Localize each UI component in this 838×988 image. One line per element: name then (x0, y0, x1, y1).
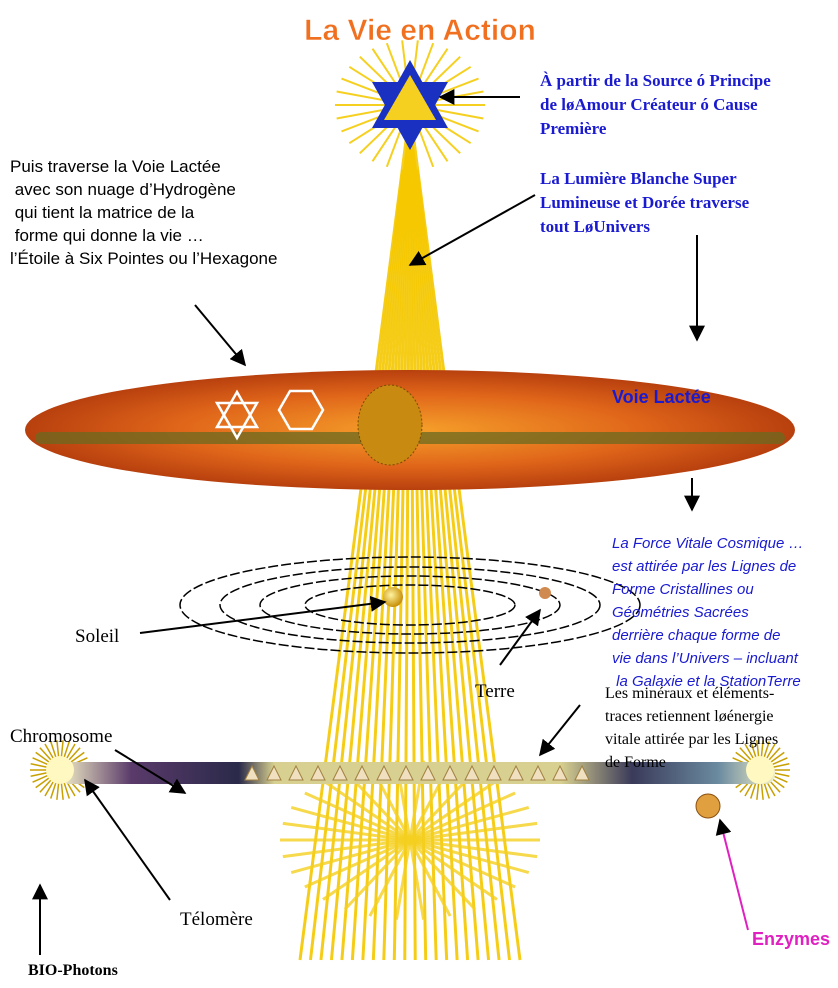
arrow (540, 705, 580, 755)
arrow (720, 820, 748, 930)
text-line: À partir de la Source ó Principe (540, 71, 771, 90)
text-line: vitale attirée par les Lignes (605, 731, 778, 748)
text-line: de løAmour Créateur ó Cause (540, 95, 758, 114)
arrow (195, 305, 245, 365)
telomere-label: Télomère (180, 909, 253, 930)
diagram: La Vie en Action À partir de la Source ó … (0, 0, 838, 988)
text-line: avec son nuage d’Hydrogène (10, 180, 236, 199)
biophotons-label: BIO-Photons (28, 962, 118, 979)
text-line: Géométries Sacrées (612, 604, 749, 621)
text-line: Première (540, 119, 607, 138)
body: La Vie en Action À partir de la Source ó … (0, 0, 838, 988)
text-line: derrière chaque forme de (612, 627, 780, 644)
enzymes-label: Enzymes (752, 929, 830, 949)
orbit (180, 557, 640, 653)
text-line: Puis traverse la Voie Lactée (10, 157, 221, 176)
text-line: Lumineuse et Dorée traverse (540, 193, 750, 212)
text-line: est attirée par les Lignes de (612, 558, 796, 575)
sun (383, 587, 403, 607)
arrow (85, 780, 170, 900)
chromosome (60, 762, 775, 784)
orbit (305, 585, 515, 625)
title: La Vie en Action (304, 14, 536, 47)
text-line: tout LøUnivers (540, 217, 650, 236)
text-line: La Lumière Blanche Super (540, 169, 737, 188)
earth-label: Terre (475, 681, 515, 702)
text-line: l’Étoile à Six Pointes ou l’Hexagone (10, 249, 277, 268)
earth (539, 587, 551, 599)
text-line: qui tient la matrice de la (10, 203, 195, 222)
orbits (180, 557, 640, 653)
arrow (500, 610, 540, 665)
page: {"title": "La Vie en Action", "source": … (0, 0, 838, 988)
text-line: La Force Vitale Cosmique … (612, 535, 803, 552)
text-line: forme qui donne la vie … (10, 226, 204, 245)
text-line: traces retiennent løénergie (605, 708, 774, 725)
text-line: Forme Cristallines ou (612, 581, 754, 598)
text-line: vie dans l’Univers – incluant (612, 650, 799, 667)
bio-photon (46, 756, 74, 784)
galaxy-core (358, 385, 422, 465)
orbit (220, 567, 600, 643)
enzyme (696, 794, 720, 818)
text-line: de Forme (605, 754, 666, 771)
bio-photon (746, 756, 774, 784)
chromosome-label: Chromosome (10, 726, 112, 747)
text-line: Les minéraux et éléments- (605, 685, 774, 702)
milky-way-label: Voie Lactée (612, 387, 711, 407)
arrow (410, 195, 535, 265)
sun-label: Soleil (75, 626, 119, 647)
